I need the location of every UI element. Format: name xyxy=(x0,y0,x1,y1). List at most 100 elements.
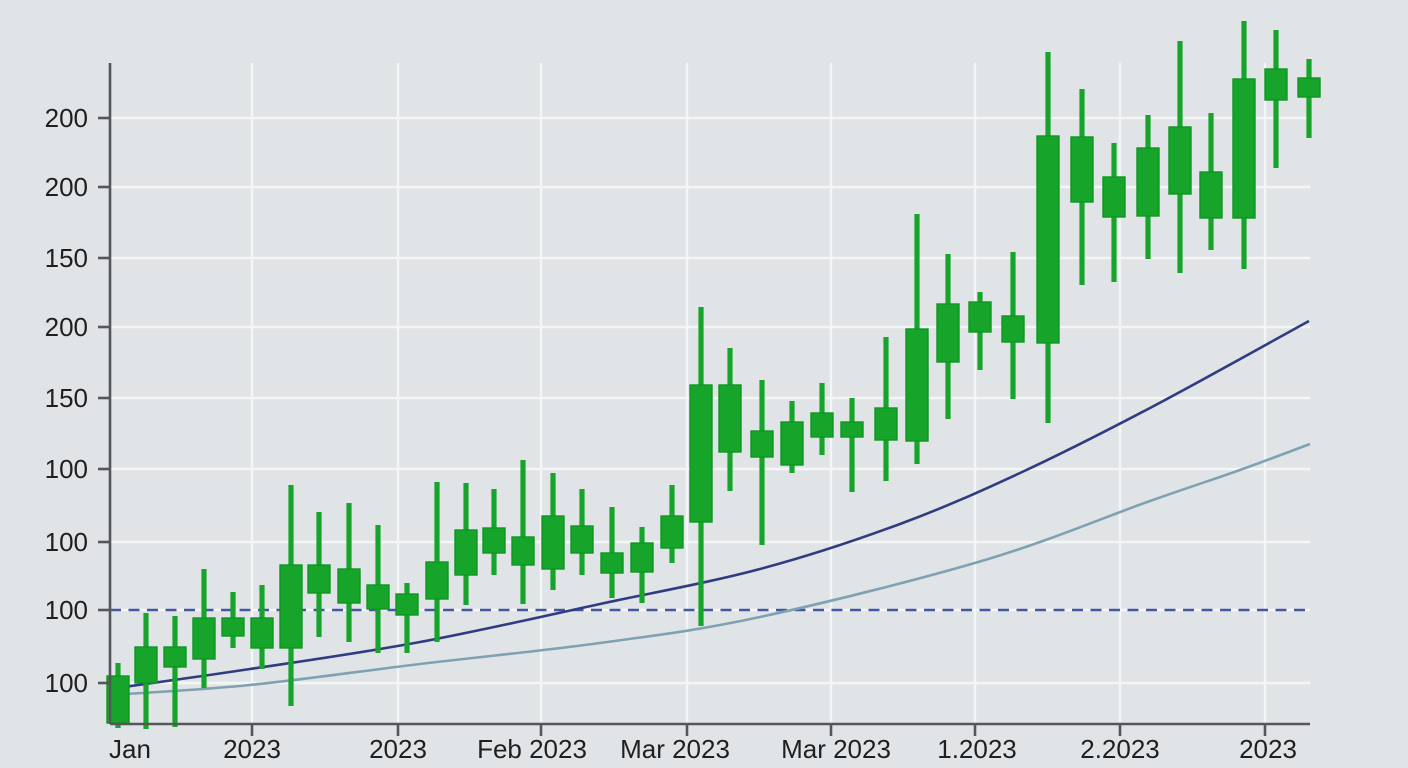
y-axis-label: 200 xyxy=(45,103,88,133)
candle-wick xyxy=(172,616,178,727)
candle xyxy=(718,348,742,491)
candle-wick xyxy=(1306,59,1312,138)
lower-ma-curve xyxy=(109,442,1311,697)
candle-body xyxy=(1001,315,1025,343)
candle xyxy=(750,380,774,545)
candle-body xyxy=(780,421,804,466)
candle xyxy=(1264,30,1288,168)
candle-wick xyxy=(520,460,526,604)
candle xyxy=(192,569,216,688)
candle xyxy=(570,489,594,575)
candle-body xyxy=(936,303,960,363)
candle xyxy=(689,307,713,626)
candle-wick xyxy=(849,398,855,492)
candle-body xyxy=(810,412,834,438)
candle-body xyxy=(1168,126,1192,195)
candle xyxy=(1036,52,1060,423)
candle-body xyxy=(840,421,864,438)
y-axis-label: 150 xyxy=(45,383,88,413)
candle-body xyxy=(1232,78,1256,219)
y-axis-label: 200 xyxy=(45,312,88,342)
candle-body xyxy=(1264,68,1288,101)
candle-body xyxy=(874,407,898,441)
candle xyxy=(106,663,130,728)
x-axis-label: 2023 xyxy=(369,734,427,764)
candle xyxy=(936,254,960,419)
axes xyxy=(98,63,1310,736)
candle xyxy=(482,489,506,575)
candle-body xyxy=(660,515,684,549)
y-axis-label: 100 xyxy=(45,454,88,484)
candle-wick xyxy=(759,380,765,545)
candle xyxy=(366,525,390,653)
candle xyxy=(1001,252,1025,399)
candle xyxy=(250,585,274,669)
candle xyxy=(1102,143,1126,282)
y-axis-label: 150 xyxy=(45,243,88,273)
y-axis-label: 100 xyxy=(45,527,88,557)
axis-labels: 200 200 150 200 150 100 100 100 100 Jan 2023 2023 Fe… xyxy=(45,103,1297,764)
candle-body xyxy=(1102,176,1126,218)
candle xyxy=(874,337,898,481)
candle-body xyxy=(718,384,742,453)
candle xyxy=(660,485,684,563)
candle-body xyxy=(630,542,654,573)
candle-wick xyxy=(404,583,410,653)
candle-body xyxy=(689,384,713,523)
candle-body xyxy=(968,301,992,333)
candle-body xyxy=(221,617,245,637)
candle-body xyxy=(600,552,624,574)
candle-body xyxy=(1297,77,1321,98)
candle xyxy=(163,616,187,727)
candle-body xyxy=(425,561,449,600)
candle-body xyxy=(192,617,216,660)
candle xyxy=(454,483,478,605)
candle-body xyxy=(750,430,774,458)
candle xyxy=(780,401,804,473)
candle-body xyxy=(511,536,535,566)
candle xyxy=(1168,41,1192,273)
candle xyxy=(307,512,331,637)
candle-body xyxy=(163,646,187,668)
candle-body xyxy=(366,584,390,610)
candle xyxy=(630,527,654,603)
candle-body xyxy=(279,564,303,649)
candle xyxy=(1232,21,1256,269)
candle-body xyxy=(134,646,158,684)
candle xyxy=(905,214,929,464)
candle xyxy=(279,485,303,706)
x-axis-label: Mar 2023 xyxy=(620,734,730,764)
candle-body xyxy=(395,593,419,616)
y-axis-label: 100 xyxy=(45,668,88,698)
x-axis-label: 2.2023 xyxy=(1080,734,1160,764)
candle xyxy=(600,507,624,598)
candle-body xyxy=(337,568,361,604)
y-axis-label: 100 xyxy=(45,595,88,625)
upper-ma-curve xyxy=(109,319,1310,691)
candle xyxy=(1136,115,1160,259)
x-axis-label: Jan xyxy=(109,734,151,764)
candle xyxy=(511,460,535,604)
candle xyxy=(1297,59,1321,138)
candle xyxy=(337,503,361,642)
candle-body xyxy=(570,525,594,554)
x-axis-label: 2023 xyxy=(1239,734,1297,764)
candle-body xyxy=(454,529,478,576)
candle-body xyxy=(482,527,506,554)
x-axis-label: 2023 xyxy=(223,734,281,764)
x-axis-label: 1.2023 xyxy=(937,734,1017,764)
candle xyxy=(968,292,992,370)
y-axis-label: 200 xyxy=(45,172,88,202)
candle xyxy=(395,583,419,653)
candle xyxy=(1070,89,1094,285)
candle xyxy=(425,482,449,642)
candle xyxy=(541,473,565,590)
candle-body xyxy=(1136,147,1160,217)
candle-body xyxy=(1070,136,1094,203)
candle-body xyxy=(541,515,565,570)
candle xyxy=(221,592,245,648)
candle-body xyxy=(1036,135,1060,344)
candle-body xyxy=(250,617,274,649)
